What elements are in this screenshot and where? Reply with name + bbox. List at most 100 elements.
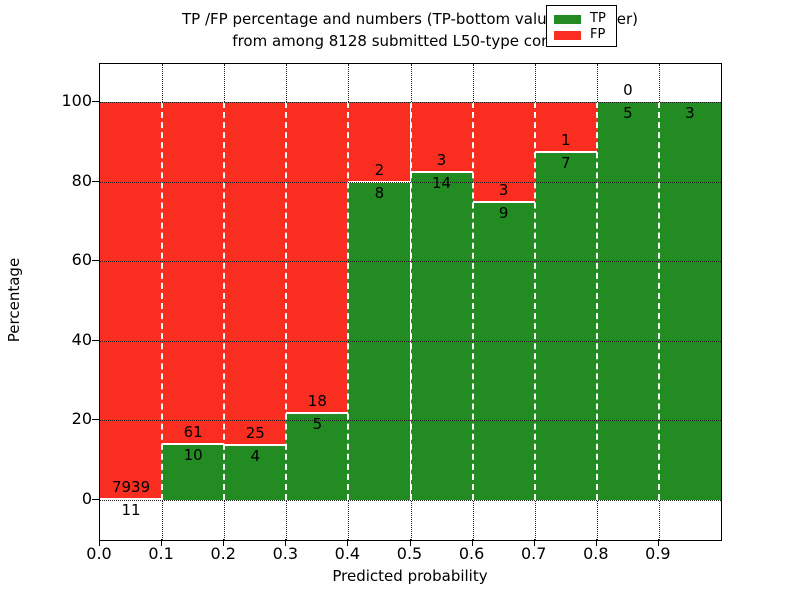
y-tick-label: 100 xyxy=(61,91,92,110)
tp-count-label: 7 xyxy=(560,153,571,172)
tp-bar-segment xyxy=(472,201,535,500)
y-tick-mark xyxy=(92,101,99,102)
x-tick-label: 0.7 xyxy=(520,544,547,563)
fp-count-label: 0 xyxy=(623,81,633,99)
bar-separator xyxy=(223,102,226,500)
tp-fp-boundary-line xyxy=(224,444,287,447)
legend: TP FP xyxy=(546,5,617,47)
fp-bar-segment xyxy=(162,102,225,444)
tp-count-label: 10 xyxy=(183,445,203,464)
tp-bar-segment xyxy=(162,443,225,500)
y-gridline xyxy=(100,261,721,263)
tp-swatch-icon xyxy=(554,14,581,24)
fp-count-label: 1 xyxy=(560,130,571,149)
x-tick-mark xyxy=(533,539,535,546)
x-tick-mark xyxy=(99,539,100,546)
x-tick-label: 0.1 xyxy=(148,544,174,563)
y-tick-mark xyxy=(92,339,99,341)
x-tick-label: 0.3 xyxy=(272,544,299,563)
x-axis-label: Predicted probability xyxy=(332,567,488,585)
y-gridline xyxy=(100,181,721,183)
y-tick-mark xyxy=(92,419,99,421)
x-tick-label: 0.5 xyxy=(396,544,423,563)
x-tick-mark xyxy=(657,539,659,546)
tp-count-label: 4 xyxy=(250,447,261,466)
tp-count-label: 3 xyxy=(685,104,695,122)
fp-swatch-icon xyxy=(554,30,581,40)
y-tick-label: 80 xyxy=(71,170,92,190)
legend-label-fp: FP xyxy=(590,27,606,42)
tp-bar-segment xyxy=(410,172,473,500)
x-tick-mark xyxy=(223,539,225,546)
x-tick-label: 0.6 xyxy=(458,544,485,563)
bar-separator xyxy=(595,102,598,500)
y-gridline xyxy=(100,500,721,501)
x-tick-label: 0.0 xyxy=(86,544,112,563)
x-tick-mark xyxy=(471,539,473,546)
tp-count-label: 5 xyxy=(312,415,323,434)
bar-separator xyxy=(471,102,474,500)
y-tick-label: 20 xyxy=(71,409,92,429)
tp-bar-segment xyxy=(286,413,349,500)
fp-count-label: 3 xyxy=(436,151,447,170)
bar-separator xyxy=(409,102,412,500)
tp-bar-segment xyxy=(658,102,721,500)
bar-separator xyxy=(533,102,536,500)
tp-fp-boundary-line xyxy=(100,498,163,501)
tp-count-label: 9 xyxy=(498,203,509,222)
fp-count-label: 3 xyxy=(498,180,509,199)
chart-title-line1: TP /FP percentage and numbers (TP-bottom… xyxy=(182,10,638,28)
x-tick-label: 0.9 xyxy=(645,544,671,563)
x-tick-label: 0.4 xyxy=(334,544,361,563)
bar-separator xyxy=(657,102,660,500)
fp-bar-segment xyxy=(472,102,535,202)
x-tick-mark xyxy=(161,539,163,546)
fp-count-label: 61 xyxy=(183,422,203,441)
tp-fp-boundary-line xyxy=(534,150,597,153)
fp-count-label: 7939 xyxy=(111,478,151,497)
x-tick-mark xyxy=(285,539,287,546)
fp-bar-segment xyxy=(286,102,349,414)
x-tick-mark xyxy=(409,539,411,546)
tp-fp-boundary-line xyxy=(162,442,225,445)
y-gridline xyxy=(100,340,721,342)
tp-bar-segment xyxy=(348,181,411,500)
y-axis-label: Percentage xyxy=(5,257,23,343)
y-tick-mark xyxy=(92,499,99,500)
y-gridline xyxy=(100,102,721,103)
y-tick-label: 40 xyxy=(71,329,92,349)
tp-count-label: 5 xyxy=(623,104,633,122)
y-tick-label: 0 xyxy=(81,489,92,508)
tp-fp-boundary-line xyxy=(410,171,473,174)
fp-bar-segment xyxy=(348,102,411,182)
bar-separator xyxy=(347,102,350,500)
bar-separator xyxy=(285,102,288,500)
fp-bar-segment xyxy=(410,102,473,173)
fp-bar-segment xyxy=(100,102,163,500)
tp-count-label: 11 xyxy=(121,501,141,520)
tp-bar-segment xyxy=(224,445,287,500)
x-tick-label: 0.2 xyxy=(210,544,236,563)
tp-fp-boundary-line xyxy=(472,200,535,203)
tp-bar-segment xyxy=(596,102,659,500)
fp-bar-segment xyxy=(534,102,597,152)
x-tick-mark xyxy=(595,539,597,546)
fp-count-label: 25 xyxy=(245,424,265,443)
plot-area: 7939 11 61 10 25 4 18 5 2 8 3 14 3 9 1 7 0 5 3 xyxy=(99,63,722,541)
fp-count-label: 18 xyxy=(307,392,327,411)
chart-title-line2: from among 8128 submitted L50-type conta… xyxy=(232,32,588,50)
fp-count-label: 2 xyxy=(374,160,385,179)
y-tick-mark xyxy=(92,180,99,182)
tp-bar-segment xyxy=(534,151,597,500)
tp-count-label: 14 xyxy=(432,174,452,193)
fp-bar-segment xyxy=(224,102,287,446)
x-tick-label: 0.8 xyxy=(583,544,609,563)
x-tick-mark xyxy=(347,539,349,546)
y-gridline xyxy=(100,420,721,422)
legend-label-tp: TP xyxy=(590,11,606,26)
tp-count-label: 8 xyxy=(374,183,385,202)
tp-fp-boundary-line xyxy=(286,412,349,415)
y-tick-label: 60 xyxy=(71,250,92,270)
legend-item-tp: TP xyxy=(554,11,610,27)
